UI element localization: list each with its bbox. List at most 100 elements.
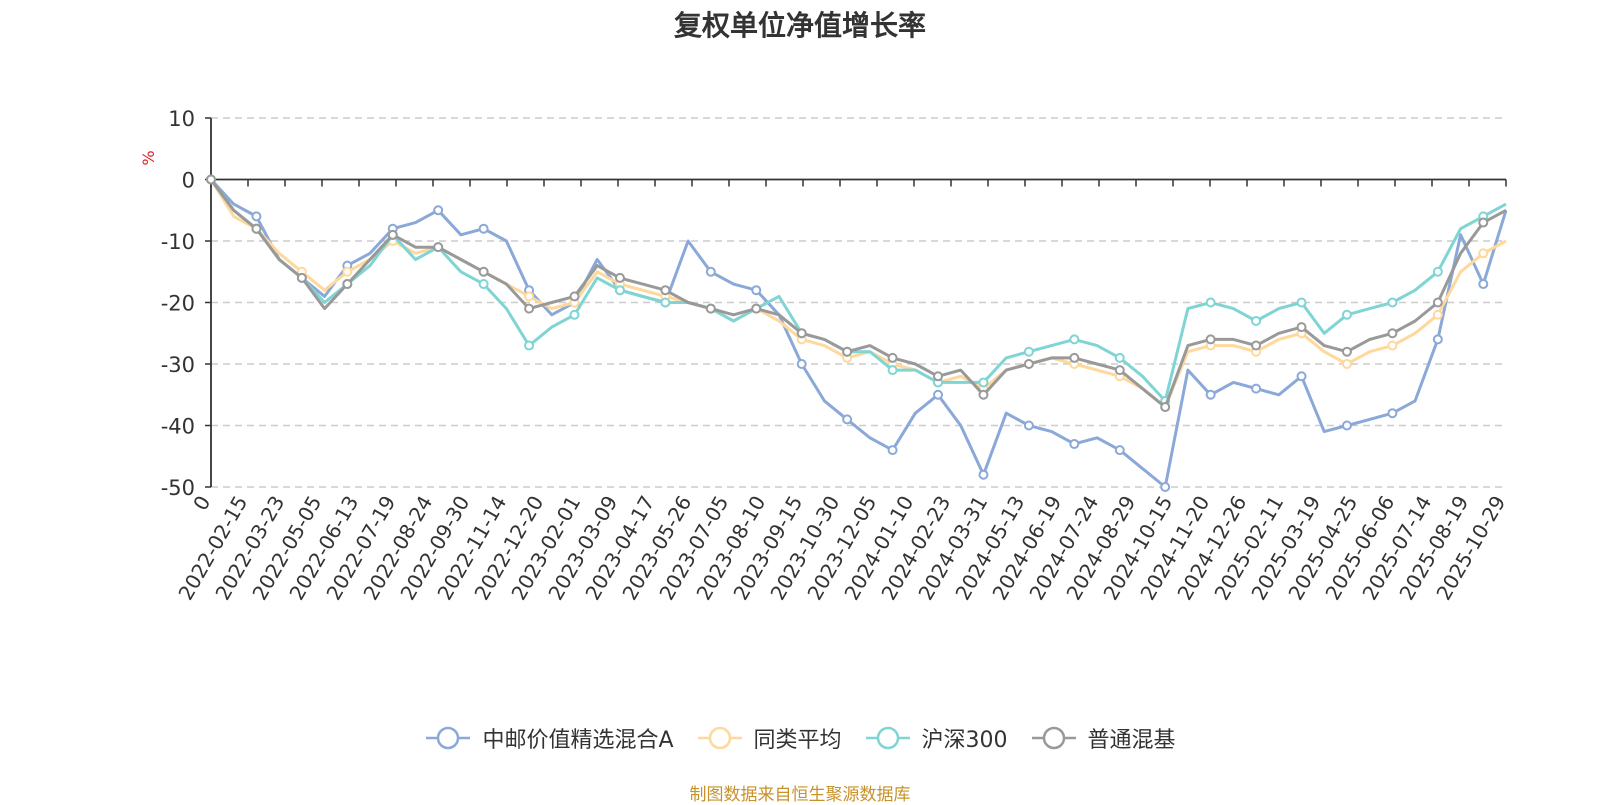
series-point: [1432, 266, 1443, 277]
series-point: [1205, 297, 1216, 308]
series-point: [569, 291, 580, 302]
grid-lines: [211, 117, 1506, 488]
series-point: [751, 303, 762, 314]
legend-label: 沪深300: [921, 728, 1008, 753]
series-point: [614, 285, 625, 296]
series-point: [1251, 315, 1262, 326]
series-point: [569, 309, 580, 320]
series-point: [1114, 365, 1125, 376]
series-point: [206, 174, 216, 185]
series-point: [1296, 297, 1307, 308]
x-tick-label: 0: [188, 492, 215, 515]
series-point: [887, 365, 898, 376]
series-point: [1432, 309, 1443, 320]
legend: 中邮价值精选混合A 同类平均 沪深300 普通混基: [0, 722, 1600, 754]
legend-symbol: [697, 726, 742, 750]
y-tick-label: -50: [161, 476, 195, 500]
series-point: [1387, 340, 1398, 351]
series-point: [660, 285, 671, 296]
series-point: [1387, 328, 1398, 339]
legend-marker: [1042, 726, 1065, 750]
y-tick-label: -10: [161, 230, 195, 254]
series-point: [1478, 279, 1489, 290]
legend-item[interactable]: 同类平均: [696, 722, 842, 754]
y-tick-label: -20: [161, 292, 195, 316]
series-point: [524, 303, 535, 314]
y-axis-unit: %: [139, 150, 158, 165]
axis-labels: 100-10-20-30-40-50%02022-02-152022-03-23…: [139, 107, 1510, 604]
series-point: [705, 303, 716, 314]
series-point: [978, 389, 989, 400]
series-point: [614, 272, 625, 283]
series-point: [1296, 371, 1307, 382]
series-point: [751, 285, 762, 296]
series-point: [1114, 445, 1125, 456]
series-point: [433, 242, 444, 253]
series-point: [1069, 334, 1080, 345]
series-point: [1341, 359, 1352, 369]
legend-item[interactable]: 沪深300: [864, 722, 1008, 754]
series-point: [933, 389, 944, 400]
series-point: [796, 359, 807, 369]
series-point: [387, 229, 398, 240]
series-line: [209, 178, 1508, 489]
legend-label: 普通混基: [1087, 728, 1176, 753]
series-point: [1114, 352, 1125, 363]
chart-title: 复权单位净值增长率: [673, 9, 926, 42]
series-point: [1069, 352, 1080, 363]
series-point: [1296, 322, 1307, 333]
series-lines: [206, 174, 1508, 492]
legend-item[interactable]: 中邮价值精选混合A: [424, 722, 674, 754]
series-line: [209, 178, 1507, 409]
series-point: [342, 279, 353, 290]
series-point: [1023, 359, 1034, 369]
series-point: [251, 211, 262, 222]
series-point: [1341, 420, 1352, 431]
series-point: [1251, 340, 1262, 351]
series-point: [478, 223, 489, 234]
series-line: [209, 178, 1507, 409]
y-tick-label: 0: [182, 169, 195, 193]
series-point: [1205, 389, 1216, 400]
series-point: [1387, 408, 1398, 419]
axes: [205, 117, 1507, 488]
series-point: [1341, 346, 1352, 357]
series-point: [1023, 346, 1034, 357]
series-point: [1069, 438, 1080, 449]
series-point: [524, 340, 535, 351]
legend-label: 中邮价值精选混合A: [482, 728, 674, 753]
series-point: [478, 266, 489, 277]
series-point: [1478, 248, 1489, 259]
series-point: [1432, 334, 1443, 345]
legend-marker: [876, 726, 899, 750]
series-point: [524, 291, 535, 302]
legend-item[interactable]: 普通混基: [1030, 722, 1176, 754]
series-point: [1160, 482, 1171, 492]
series-point: [842, 346, 853, 357]
legend-symbol: [865, 726, 910, 750]
series-point: [1251, 383, 1262, 394]
series-point: [842, 414, 853, 425]
series-point: [296, 272, 307, 283]
series-point: [1205, 334, 1216, 345]
legend-marker: [437, 726, 460, 750]
series-point: [1160, 402, 1171, 413]
series-point: [978, 377, 989, 388]
series-point: [978, 469, 989, 480]
series-point: [933, 371, 944, 382]
series-line: [209, 178, 1507, 403]
source-note: 制图数据来自恒生聚源数据库: [689, 785, 911, 805]
y-tick-label: -40: [161, 415, 195, 439]
series-point: [887, 445, 898, 456]
series-point: [1478, 217, 1489, 228]
y-tick-label: -30: [161, 353, 195, 377]
legend-marker: [708, 726, 731, 750]
series-point: [1341, 309, 1352, 320]
legend-symbol: [1031, 726, 1076, 750]
series-point: [478, 279, 489, 290]
series-point: [796, 328, 807, 339]
series-point: [1387, 297, 1398, 308]
legend-symbol: [426, 726, 471, 750]
series-point: [660, 297, 671, 308]
